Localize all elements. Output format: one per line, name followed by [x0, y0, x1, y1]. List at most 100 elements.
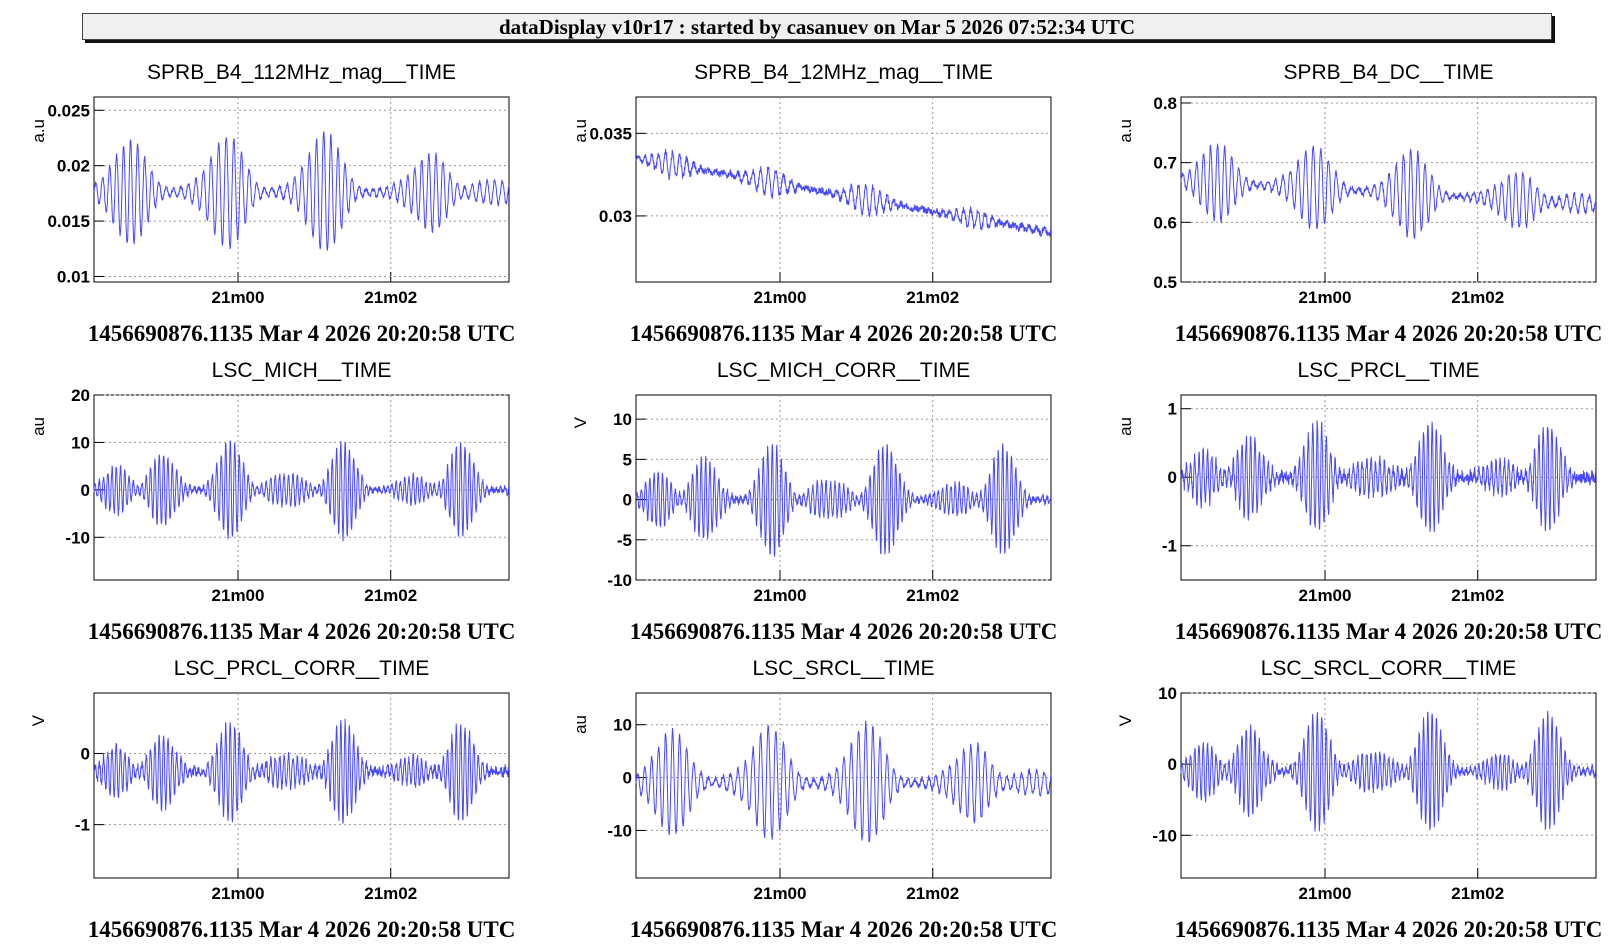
- y-tick-label: 0.02: [57, 157, 90, 176]
- y-tick-label: 1: [1168, 400, 1177, 419]
- y-axis-label: au: [29, 417, 48, 436]
- chart-panel-4: LSC_MICH__TIME 21m00 21m02 -10 0 10 20 au 145669…: [29, 359, 515, 644]
- x-tick-label: 21m02: [364, 884, 417, 903]
- y-tick-label: -10: [607, 821, 632, 840]
- x-tick-label: 21m00: [212, 586, 265, 605]
- y-tick-label: 0: [623, 491, 632, 510]
- y-tick-label: 0: [81, 744, 90, 763]
- chart-title: LSC_PRCL__TIME: [1297, 359, 1479, 382]
- signal-trace: [93, 131, 510, 252]
- y-tick-label: 0.01: [57, 267, 90, 286]
- y-tick-label: -10: [607, 571, 632, 590]
- y-tick-label: 0: [623, 769, 632, 788]
- chart-title: LSC_PRCL_CORR__TIME: [174, 657, 430, 680]
- plot-frame: [635, 394, 1052, 581]
- y-tick-label: 10: [613, 410, 632, 429]
- y-tick-label: -1: [75, 816, 90, 835]
- chart-title: SPRB_B4_112MHz_mag__TIME: [147, 61, 456, 84]
- y-tick-label: 0.8: [1153, 94, 1177, 113]
- gps-timestamp: 1456690876.1135 Mar 4 2026 20:20:58 UTC: [630, 619, 1058, 644]
- signal-trace: [1180, 420, 1597, 533]
- y-tick-label: 20: [71, 386, 90, 405]
- x-tick-label: 21m02: [1451, 586, 1504, 605]
- y-tick-label: 0.015: [47, 212, 90, 231]
- chart-panel-6: LSC_PRCL__TIME 21m00 21m02 -1 0 1 au 1456690876…: [1116, 359, 1602, 644]
- x-tick-label: 21m00: [754, 586, 807, 605]
- y-tick-label: -1: [1162, 537, 1177, 556]
- plot-frame: [635, 96, 1052, 283]
- plot-frame: [1180, 96, 1597, 283]
- signal-trace: [93, 440, 510, 542]
- chart-title: LSC_MICH_CORR__TIME: [717, 359, 970, 382]
- x-tick-label: 21m00: [212, 884, 265, 903]
- x-tick-label: 21m00: [754, 288, 807, 307]
- gps-timestamp: 1456690876.1135 Mar 4 2026 20:20:58 UTC: [630, 917, 1058, 942]
- signal-trace: [1180, 710, 1597, 832]
- signal-trace: [93, 718, 510, 824]
- signal-trace: [1180, 142, 1597, 239]
- plot-frame: [93, 96, 510, 283]
- chart-panel-8: LSC_SRCL__TIME 21m00 21m02 -10 0 10 au 14566908…: [571, 657, 1057, 942]
- x-tick-label: 21m02: [906, 288, 959, 307]
- x-tick-label: 21m02: [364, 586, 417, 605]
- x-tick-label: 21m02: [1451, 884, 1504, 903]
- x-tick-label: 21m00: [754, 884, 807, 903]
- y-axis-label: au: [571, 715, 590, 734]
- y-tick-label: 0.5: [1153, 273, 1177, 292]
- gps-timestamp: 1456690876.1135 Mar 4 2026 20:20:58 UTC: [88, 917, 516, 942]
- signal-trace: [635, 720, 1052, 843]
- y-tick-label: 5: [623, 450, 632, 469]
- x-tick-label: 21m02: [906, 586, 959, 605]
- y-tick-label: 0: [81, 481, 90, 500]
- signal-trace: [635, 148, 1052, 238]
- y-tick-label: 0.035: [589, 124, 632, 143]
- x-tick-label: 21m02: [1451, 288, 1504, 307]
- gps-timestamp: 1456690876.1135 Mar 4 2026 20:20:58 UTC: [1175, 619, 1603, 644]
- y-tick-label: 0.03: [599, 207, 632, 226]
- chart-panel-1: SPRB_B4_112MHz_mag__TIME 21m00 21m02 0.01 0.…: [29, 61, 515, 346]
- chart-title: SPRB_B4_DC__TIME: [1283, 61, 1493, 84]
- y-tick-label: 0: [1168, 468, 1177, 487]
- chart-title: SPRB_B4_12MHz_mag__TIME: [694, 61, 993, 84]
- display-header: dataDisplay v10r17 : started by casanuev…: [82, 13, 1552, 40]
- y-tick-label: -10: [1152, 826, 1177, 845]
- y-tick-label: 10: [613, 716, 632, 735]
- x-tick-label: 21m02: [364, 288, 417, 307]
- gps-timestamp: 1456690876.1135 Mar 4 2026 20:20:58 UTC: [1175, 321, 1603, 346]
- y-axis-label: a.u: [1116, 119, 1135, 143]
- x-tick-label: 21m00: [212, 288, 265, 307]
- chart-panel-3: SPRB_B4_DC__TIME 21m00 21m02 0.5 0.6 0.7 0.8 a.…: [1116, 61, 1602, 346]
- chart-title: LSC_SRCL__TIME: [752, 657, 934, 680]
- y-tick-label: -10: [65, 528, 90, 547]
- y-axis-label: V: [29, 714, 48, 726]
- plot-frame: [1180, 394, 1597, 581]
- gps-timestamp: 1456690876.1135 Mar 4 2026 20:20:58 UTC: [88, 321, 516, 346]
- y-axis-label: a.u: [571, 119, 590, 143]
- chart-title: LSC_SRCL_CORR__TIME: [1261, 657, 1517, 680]
- plot-frame: [1180, 692, 1597, 879]
- y-axis-label: a.u: [29, 119, 48, 143]
- gps-timestamp: 1456690876.1135 Mar 4 2026 20:20:58 UTC: [88, 619, 516, 644]
- x-tick-label: 21m00: [1299, 586, 1352, 605]
- y-tick-label: 0.7: [1153, 154, 1177, 173]
- y-axis-label: V: [1116, 714, 1135, 726]
- x-tick-label: 21m00: [1299, 884, 1352, 903]
- chart-title: LSC_MICH__TIME: [212, 359, 392, 382]
- gps-timestamp: 1456690876.1135 Mar 4 2026 20:20:58 UTC: [630, 321, 1058, 346]
- y-tick-label: 0.6: [1153, 213, 1177, 232]
- x-tick-label: 21m00: [1299, 288, 1352, 307]
- chart-panel-5: LSC_MICH_CORR__TIME 21m00 21m02 -10 -5 0 5 10 V 1…: [571, 359, 1057, 644]
- x-tick-label: 21m02: [906, 884, 959, 903]
- signal-trace: [635, 443, 1052, 557]
- chart-panel-9: LSC_SRCL_CORR__TIME 21m00 21m02 -10 0 10 V 1456…: [1116, 657, 1602, 942]
- y-tick-label: -5: [617, 531, 632, 550]
- y-tick-label: 10: [71, 433, 90, 452]
- y-axis-label: au: [1116, 417, 1135, 436]
- plot-frame: [635, 692, 1052, 879]
- chart-panel-2: SPRB_B4_12MHz_mag__TIME 21m00 21m02 0.03 0.0…: [571, 61, 1057, 346]
- plot-frame: [93, 692, 510, 879]
- chart-panel-7: LSC_PRCL_CORR__TIME 21m00 21m02 -1 0 V 1456690…: [29, 657, 515, 942]
- y-tick-label: 0.025: [47, 101, 90, 120]
- gps-timestamp: 1456690876.1135 Mar 4 2026 20:20:58 UTC: [1175, 917, 1603, 942]
